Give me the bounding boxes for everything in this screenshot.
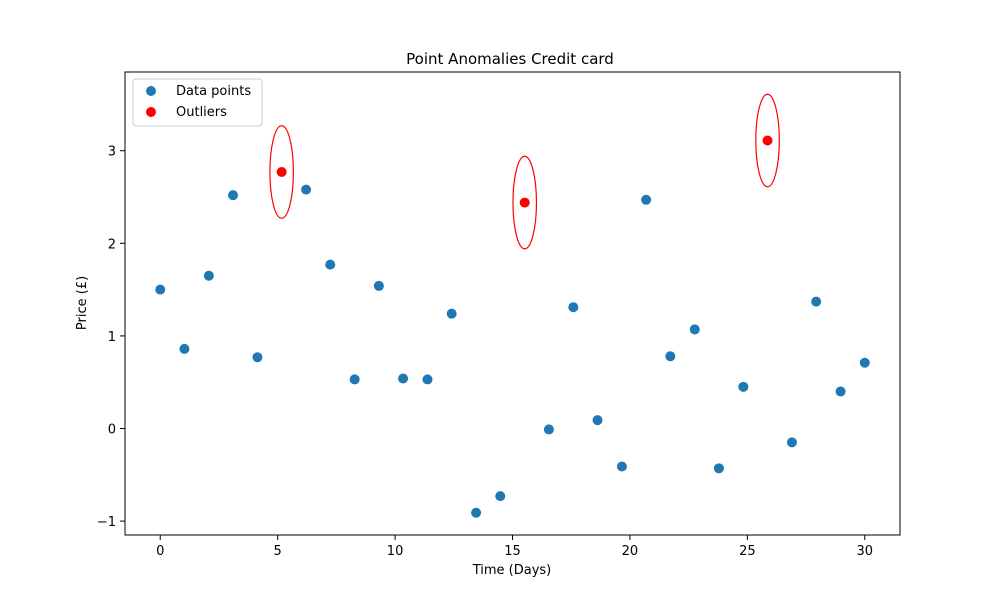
axes-frame bbox=[124, 71, 901, 536]
x-axis-label: Time (Days) bbox=[472, 563, 552, 578]
data-point bbox=[738, 381, 749, 392]
x-tick-label: 25 bbox=[739, 544, 756, 559]
y-tick-label: −1 bbox=[97, 515, 116, 530]
data-point bbox=[835, 386, 846, 397]
outlier-ellipse bbox=[755, 93, 780, 188]
data-point bbox=[252, 352, 263, 363]
x-tick-label: 20 bbox=[622, 544, 639, 559]
data-point bbox=[179, 343, 190, 354]
y-tick-label: 3 bbox=[108, 145, 116, 160]
data-point bbox=[446, 308, 457, 319]
x-tick-label: 5 bbox=[274, 544, 282, 559]
data-point bbox=[543, 424, 554, 435]
outlier-point bbox=[276, 167, 287, 178]
data-point bbox=[713, 463, 724, 474]
data-point bbox=[811, 296, 822, 307]
data-point bbox=[471, 507, 482, 518]
legend: Data points Outliers bbox=[132, 78, 263, 127]
data-point bbox=[155, 284, 166, 295]
data-point bbox=[325, 259, 336, 270]
data-point bbox=[203, 270, 214, 281]
y-axis-label: Price (£) bbox=[75, 276, 90, 330]
y-tick-label: 2 bbox=[108, 237, 116, 252]
x-tick-label: 0 bbox=[156, 544, 164, 559]
legend-marker-outliers bbox=[146, 107, 156, 117]
data-point bbox=[689, 324, 700, 335]
data-point bbox=[228, 190, 239, 201]
data-point bbox=[592, 415, 603, 426]
legend-label-data-points: Data points bbox=[176, 84, 251, 99]
data-point bbox=[665, 351, 676, 362]
outlier-point bbox=[519, 197, 530, 208]
outlier-ellipse bbox=[269, 125, 294, 219]
y-tick-label: 1 bbox=[108, 330, 116, 345]
data-point bbox=[373, 280, 384, 291]
data-point bbox=[349, 374, 360, 385]
legend-box bbox=[132, 78, 263, 127]
legend-marker-data-points bbox=[146, 86, 156, 96]
data-point bbox=[495, 491, 506, 502]
outlier-ellipse bbox=[512, 155, 538, 250]
data-point bbox=[568, 302, 579, 313]
data-point bbox=[859, 357, 870, 368]
data-point bbox=[398, 373, 409, 384]
data-point bbox=[786, 437, 797, 448]
y-tick-label: 0 bbox=[108, 423, 116, 438]
legend-label-outliers: Outliers bbox=[176, 105, 227, 120]
data-point bbox=[641, 194, 652, 205]
x-tick-label: 15 bbox=[504, 544, 521, 559]
data-point bbox=[616, 461, 627, 472]
data-point bbox=[422, 374, 433, 385]
x-tick-label: 10 bbox=[387, 544, 404, 559]
plot-area: 0 5 10 15 20 25 30 −1 0 1 2 3 bbox=[97, 93, 873, 559]
chart-title: Point Anomalies Credit card bbox=[406, 50, 614, 68]
outlier-point bbox=[762, 135, 773, 146]
data-point bbox=[301, 184, 312, 195]
x-tick-label: 30 bbox=[856, 544, 873, 559]
